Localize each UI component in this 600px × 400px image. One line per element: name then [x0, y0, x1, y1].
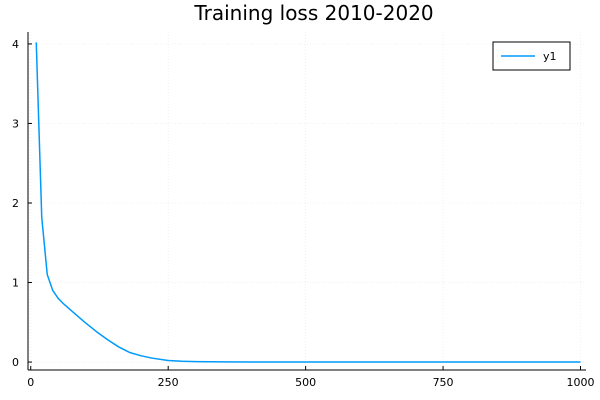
x-tick-label: 750	[433, 376, 454, 389]
x-tick-label: 250	[158, 376, 179, 389]
y-tick-label: 3	[12, 117, 19, 130]
y-tick-label: 0	[12, 356, 19, 369]
grid	[28, 32, 586, 370]
y-tick-label: 1	[12, 277, 19, 290]
y-tick-label: 2	[12, 197, 19, 210]
axes: 0 250 500 750 1000 0 1 2 3 4	[12, 32, 595, 389]
chart-title: Training loss 2010-2020	[193, 1, 433, 25]
series-line-y1	[35, 42, 581, 363]
legend-label: y1	[543, 50, 557, 63]
y-tick-label: 4	[12, 38, 19, 51]
series-layer	[35, 42, 581, 363]
legend: y1	[492, 41, 571, 71]
x-tick-label: 0	[27, 376, 34, 389]
x-tick-label: 1000	[567, 376, 595, 389]
x-tick-label: 500	[295, 376, 316, 389]
